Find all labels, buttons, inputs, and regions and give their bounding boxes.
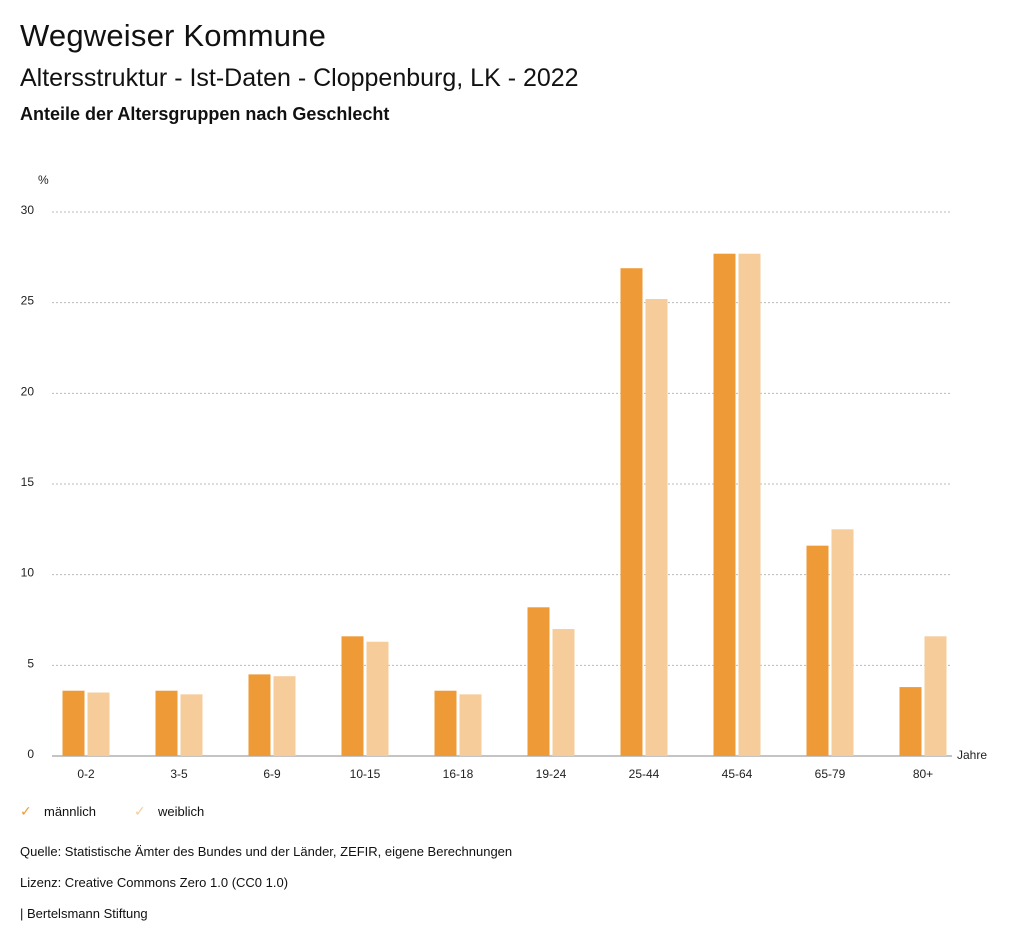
page-title: Wegweiser Kommune: [20, 18, 327, 53]
legend-item-maennlich[interactable]: ✓ männlich: [20, 803, 96, 820]
publisher-note: | Bertelsmann Stiftung: [20, 906, 148, 921]
bar-weiblich-10-15[interactable]: [366, 641, 389, 756]
legend-item-weiblich[interactable]: ✓ weiblich: [134, 803, 204, 820]
x-tick-label: 80+: [913, 767, 933, 781]
bar-maennlich-19-24[interactable]: [527, 607, 550, 756]
bar-weiblich-6-9[interactable]: [273, 676, 296, 756]
y-tick-label: 30: [21, 203, 35, 217]
x-tick-label: 0-2: [77, 767, 95, 781]
x-tick-label: 3-5: [170, 767, 188, 781]
bar-maennlich-3-5[interactable]: [155, 690, 178, 756]
x-tick-label: 10-15: [350, 767, 381, 781]
legend-label: männlich: [44, 804, 97, 819]
bar-weiblich-65-79[interactable]: [831, 529, 854, 756]
bar-chart: % Jahre 0 5 10 15 20 25 30 0-2 3-5 6-9 10-15 16-18 1…: [21, 173, 988, 781]
legend-label: weiblich: [158, 804, 205, 819]
chart-legend: ✓ männlich ✓ weiblich: [20, 803, 242, 820]
bar-weiblich-3-5[interactable]: [180, 694, 203, 756]
y-axis-unit-label: %: [38, 173, 49, 187]
bar-maennlich-10-15[interactable]: [341, 636, 364, 756]
x-tick-label: 16-18: [443, 767, 474, 781]
source-note: Quelle: Statistische Ämter des Bundes un…: [20, 844, 513, 859]
bar-weiblich-80+[interactable]: [924, 636, 947, 756]
x-tick-label: 45-64: [722, 767, 753, 781]
check-icon: ✓: [134, 803, 146, 819]
license-note: Lizenz: Creative Commons Zero 1.0 (CC0 1…: [20, 875, 289, 890]
x-tick-label: 25-44: [629, 767, 660, 781]
x-axis-unit-label: Jahre: [957, 748, 987, 762]
bar-maennlich-80+[interactable]: [899, 687, 922, 756]
chart-subtitle: Altersstruktur - Ist-Daten - Cloppenburg…: [20, 64, 579, 92]
bar-maennlich-25-44[interactable]: [620, 268, 643, 756]
check-icon: ✓: [20, 803, 32, 819]
bar-maennlich-65-79[interactable]: [806, 545, 829, 756]
bar-weiblich-45-64[interactable]: [738, 253, 761, 756]
x-tick-label: 6-9: [263, 767, 281, 781]
y-tick-label: 5: [27, 656, 34, 670]
bar-weiblich-19-24[interactable]: [552, 629, 575, 756]
bar-maennlich-16-18[interactable]: [434, 690, 457, 756]
x-tick-label: 19-24: [536, 767, 567, 781]
bar-maennlich-6-9[interactable]: [248, 674, 271, 756]
y-tick-label: 20: [21, 384, 35, 398]
bar-weiblich-0-2[interactable]: [87, 692, 110, 756]
chart-description: Anteile der Altersgruppen nach Geschlech…: [20, 104, 390, 124]
y-tick-label: 25: [21, 294, 35, 308]
y-tick-label: 0: [27, 747, 34, 761]
y-tick-label: 15: [21, 475, 35, 489]
bar-maennlich-45-64[interactable]: [713, 253, 736, 756]
x-tick-label: 65-79: [815, 767, 846, 781]
bar-weiblich-16-18[interactable]: [459, 694, 482, 756]
y-tick-label: 10: [21, 566, 35, 580]
bar-weiblich-25-44[interactable]: [645, 299, 668, 756]
bar-maennlich-0-2[interactable]: [62, 690, 85, 756]
